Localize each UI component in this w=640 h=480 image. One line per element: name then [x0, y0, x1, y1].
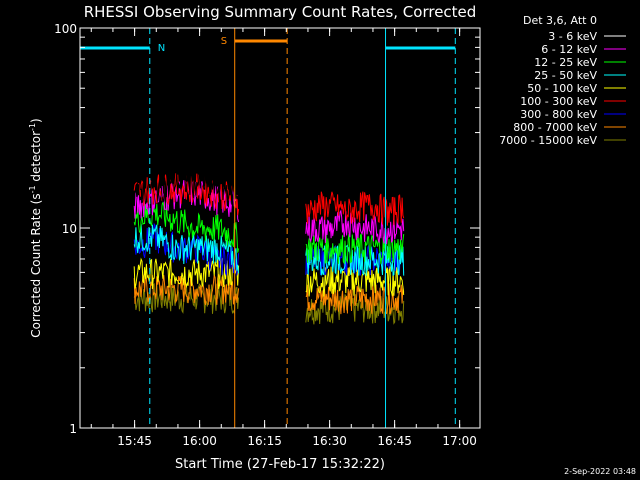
series-4-seg2 [305, 266, 405, 297]
night-label: N [158, 43, 165, 54]
y-tick-label-1: 10 [62, 222, 77, 236]
y-axis-label: Corrected Count Rate (s-1 detector-1) [28, 118, 43, 337]
series-7-seg2 [305, 283, 405, 315]
series-3-seg1 [133, 223, 240, 274]
legend-label-8: 7000 - 15000 keV [499, 134, 597, 147]
legend-label-1: 6 - 12 keV [541, 43, 597, 56]
y-tick-label-2: 100 [54, 22, 77, 36]
legend-label-5: 100 - 300 keV [520, 95, 597, 108]
series-2-seg1 [133, 201, 240, 253]
legend-label-4: 50 - 100 keV [527, 82, 597, 95]
legend-label-3: 25 - 50 keV [534, 69, 597, 82]
series-0-seg1 [133, 168, 240, 206]
series-7-seg1 [133, 273, 240, 306]
chart-title: RHESSI Observing Summary Count Rates, Co… [84, 3, 477, 21]
series-6-seg2 [305, 244, 405, 276]
axis-layer: 15:45 16:00 16:15 16:30 16:45 17:00 1 10 100 [54, 22, 480, 448]
legend-label-0: 3 - 6 keV [548, 30, 597, 43]
x-axis-label: Start Time (27-Feb-17 15:32:22) [175, 457, 385, 472]
series-0-seg2 [305, 147, 405, 182]
x-tick-label-2: 16:15 [247, 434, 282, 448]
series-1-seg2 [305, 209, 405, 245]
series-5-seg2 [305, 191, 405, 226]
x-tick-label-1: 16:00 [182, 434, 217, 448]
plot-frame [79, 27, 481, 429]
saa-label: S [221, 36, 227, 47]
x-tick-label-5: 17:00 [442, 434, 477, 448]
data-layer [133, 147, 405, 325]
x-tick-label-4: 16:45 [377, 434, 412, 448]
legend-label-6: 300 - 800 keV [520, 108, 597, 121]
legend-label-2: 12 - 25 keV [534, 56, 597, 69]
y-tick-label-0: 1 [69, 422, 77, 436]
generated-timestamp: 2-Sep-2022 03:48 [564, 467, 636, 476]
x-tick-label-3: 16:30 [312, 434, 347, 448]
series-5-seg1 [133, 173, 240, 216]
legend-title: Det 3,6, Att 0 [523, 14, 597, 27]
series-2-seg2 [305, 232, 405, 265]
legend-label-7: 800 - 7000 keV [513, 121, 597, 134]
x-tick-label-0: 15:45 [117, 434, 152, 448]
